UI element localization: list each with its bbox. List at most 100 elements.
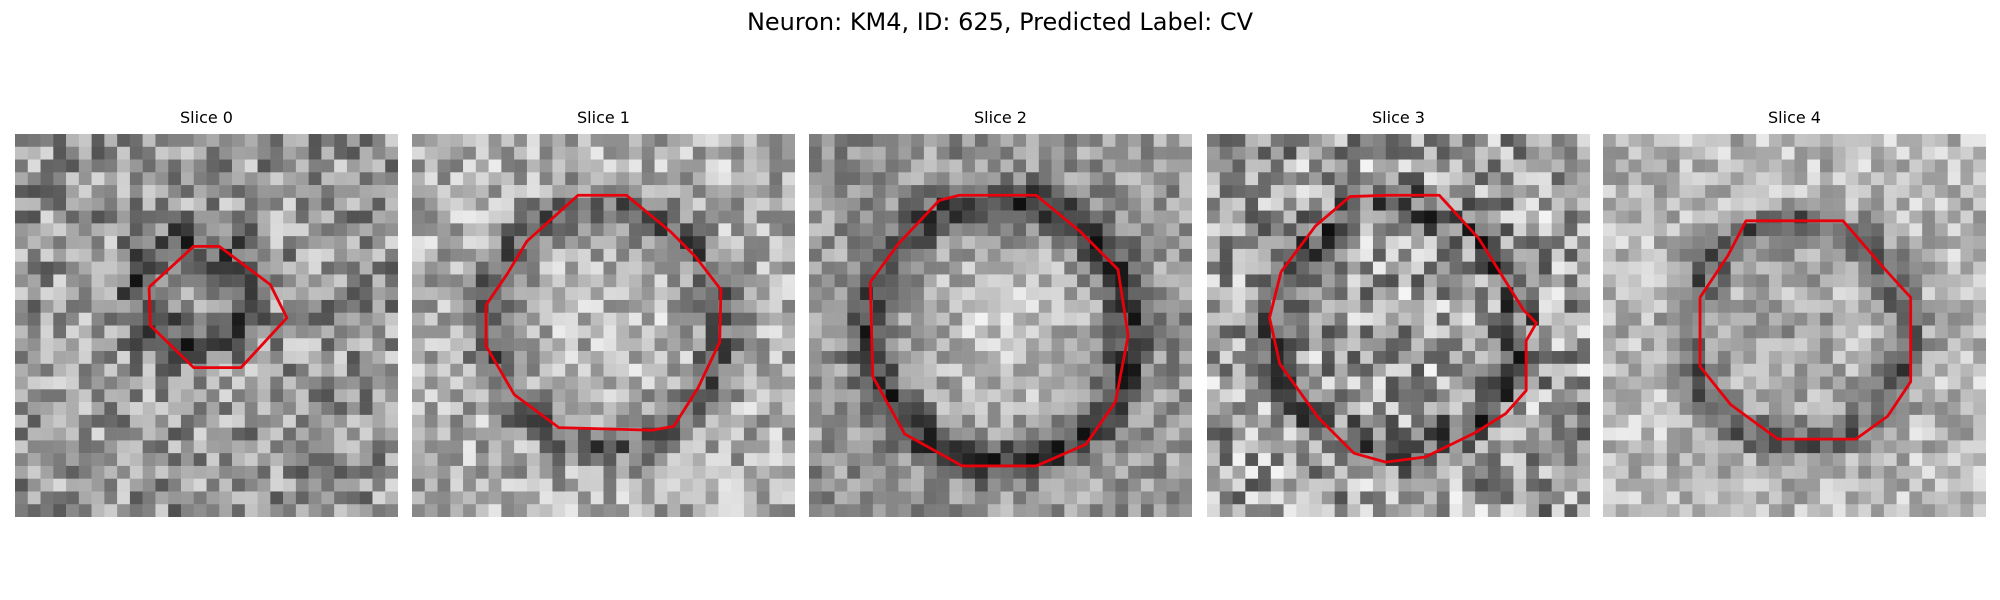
image-pixel: [1385, 159, 1399, 173]
image-pixel: [526, 427, 540, 441]
image-pixel: [1717, 210, 1731, 224]
image-pixel: [1372, 210, 1386, 224]
image-pixel: [488, 465, 502, 479]
image-pixel: [1334, 504, 1348, 517]
image-pixel: [1309, 325, 1323, 339]
image-pixel: [1385, 236, 1399, 250]
image-pixel: [949, 338, 963, 352]
image-pixel: [66, 210, 80, 224]
image-pixel: [1883, 376, 1897, 390]
image-pixel: [501, 172, 515, 186]
image-pixel: [295, 325, 309, 339]
image-pixel: [1832, 427, 1846, 441]
image-pixel: [629, 351, 643, 365]
image-pixel: [129, 427, 143, 441]
image-pixel: [91, 504, 105, 517]
image-pixel: [104, 338, 118, 352]
image-pixel: [1756, 274, 1770, 288]
image-pixel: [1321, 236, 1335, 250]
image-pixel: [565, 223, 579, 237]
image-pixel: [1781, 172, 1795, 186]
image-pixel: [1513, 274, 1527, 288]
image-pixel: [475, 465, 489, 479]
image-pixel: [1896, 312, 1910, 326]
image-pixel: [1628, 287, 1642, 301]
image-pixel: [1922, 504, 1936, 517]
image-pixel: [117, 376, 131, 390]
image-pixel: [1207, 159, 1221, 173]
image-pixel: [705, 427, 719, 441]
image-pixel: [78, 197, 92, 211]
image-pixel: [283, 185, 297, 199]
image-pixel: [1743, 223, 1757, 237]
image-pixel: [1013, 363, 1027, 377]
image-pixel: [1128, 376, 1142, 390]
image-pixel: [295, 491, 309, 505]
image-pixel: [219, 159, 233, 173]
image-pixel: [629, 389, 643, 403]
image-pixel: [1960, 414, 1974, 428]
image-pixel: [1832, 414, 1846, 428]
image-pixel: [809, 146, 823, 160]
image-pixel: [53, 414, 67, 428]
image-pixel: [1679, 376, 1693, 390]
image-pixel: [321, 427, 335, 441]
image-pixel: [385, 453, 398, 467]
image-pixel: [1064, 414, 1078, 428]
image-pixel: [1577, 172, 1590, 186]
image-pixel: [257, 172, 271, 186]
image-pixel: [590, 312, 604, 326]
image-pixel: [1526, 248, 1540, 262]
image-pixel: [1973, 491, 1986, 505]
image-pixel: [463, 274, 477, 288]
image-pixel: [1820, 478, 1834, 492]
image-pixel: [385, 134, 398, 148]
image-pixel: [898, 197, 912, 211]
image-pixel: [1385, 402, 1399, 416]
image-pixel: [1013, 159, 1027, 173]
image-pixel: [1334, 287, 1348, 301]
image-pixel: [463, 363, 477, 377]
image-pixel: [488, 440, 502, 454]
image-pixel: [1538, 325, 1552, 339]
image-pixel: [1896, 146, 1910, 160]
image-pixel: [872, 197, 886, 211]
image-pixel: [1717, 312, 1731, 326]
image-pixel: [117, 414, 131, 428]
image-pixel: [283, 325, 297, 339]
image-pixel: [1398, 159, 1412, 173]
image-pixel: [232, 453, 246, 467]
image-pixel: [193, 504, 207, 517]
image-pixel: [1026, 236, 1040, 250]
image-pixel: [1398, 478, 1412, 492]
image-pixel: [385, 210, 398, 224]
image-pixel: [78, 351, 92, 365]
image-pixel: [1883, 427, 1897, 441]
image-pixel: [1411, 389, 1425, 403]
image-pixel: [1768, 402, 1782, 416]
image-pixel: [219, 453, 233, 467]
image-pixel: [1768, 465, 1782, 479]
image-pixel: [680, 325, 694, 339]
image-pixel: [1628, 210, 1642, 224]
image-pixel: [872, 478, 886, 492]
image-pixel: [180, 299, 194, 313]
image-pixel: [463, 223, 477, 237]
image-pixel: [526, 159, 540, 173]
image-pixel: [1283, 134, 1297, 148]
image-pixel: [1462, 274, 1476, 288]
image-pixel: [1219, 376, 1233, 390]
image-pixel: [590, 351, 604, 365]
image-pixel: [27, 402, 41, 416]
image-pixel: [974, 465, 988, 479]
image-pixel: [1820, 414, 1834, 428]
image-pixel: [514, 363, 528, 377]
image-pixel: [847, 427, 861, 441]
image-pixel: [692, 478, 706, 492]
image-pixel: [180, 274, 194, 288]
image-pixel: [1577, 299, 1590, 313]
image-pixel: [821, 185, 835, 199]
image-pixel: [295, 312, 309, 326]
image-pixel: [1309, 491, 1323, 505]
image-pixel: [962, 389, 976, 403]
